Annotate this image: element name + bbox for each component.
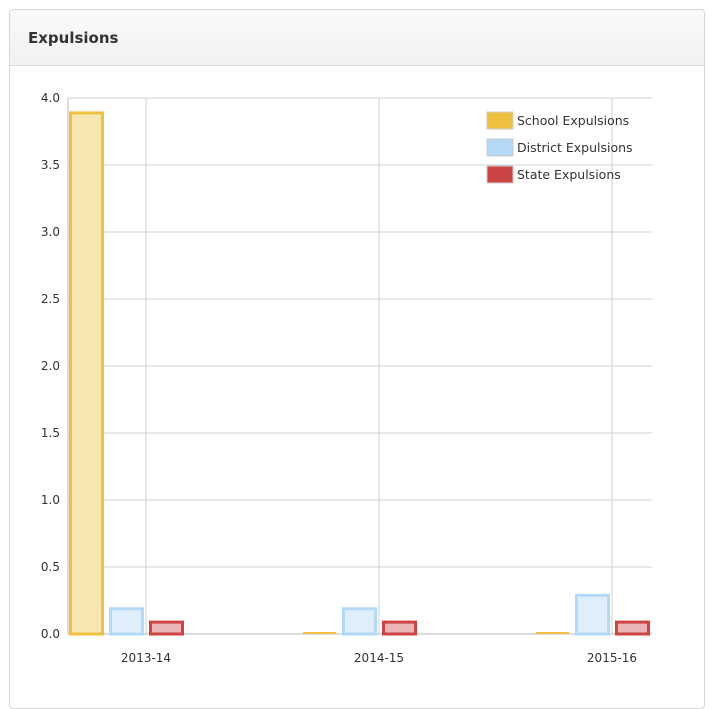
panel-header: Expulsions <box>10 10 704 66</box>
bar <box>109 607 144 636</box>
x-tick-label: 2013-14 <box>121 651 171 665</box>
x-tick-label: 2014-15 <box>354 651 404 665</box>
bar <box>382 620 417 636</box>
y-tick-label: 4.0 <box>41 91 60 105</box>
legend-label: State Expulsions <box>517 167 621 182</box>
bar <box>149 620 184 636</box>
panel-title: Expulsions <box>28 29 119 47</box>
legend-label: District Expulsions <box>517 140 633 155</box>
y-tick-label: 0.5 <box>41 560 60 574</box>
bar <box>575 593 610 636</box>
y-tick-label: 2.0 <box>41 359 60 373</box>
y-tick-label: 3.5 <box>41 158 60 172</box>
bar <box>536 632 569 634</box>
bar <box>303 632 336 634</box>
y-tick-label: 3.0 <box>41 225 60 239</box>
y-tick-label: 2.5 <box>41 292 60 306</box>
bar <box>615 620 650 636</box>
legend-swatch <box>486 138 514 157</box>
expulsions-panel: Expulsions <box>9 9 705 709</box>
legend-label: School Expulsions <box>517 113 629 128</box>
bar <box>342 607 377 636</box>
legend-swatch <box>486 165 514 184</box>
x-tick-label: 2015-16 <box>587 651 637 665</box>
legend: School Expulsions District Expulsions Stat… <box>486 111 633 184</box>
expulsions-chart: 0.0 0.5 1.0 1.5 2.0 2.5 3.0 3.5 4.0 2013-14 2014-1… <box>41 91 652 665</box>
legend-swatch <box>486 111 514 130</box>
y-tick-label: 1.5 <box>41 426 60 440</box>
y-tick-label: 0.0 <box>41 627 60 641</box>
bar <box>69 111 104 636</box>
y-tick-label: 1.0 <box>41 493 60 507</box>
